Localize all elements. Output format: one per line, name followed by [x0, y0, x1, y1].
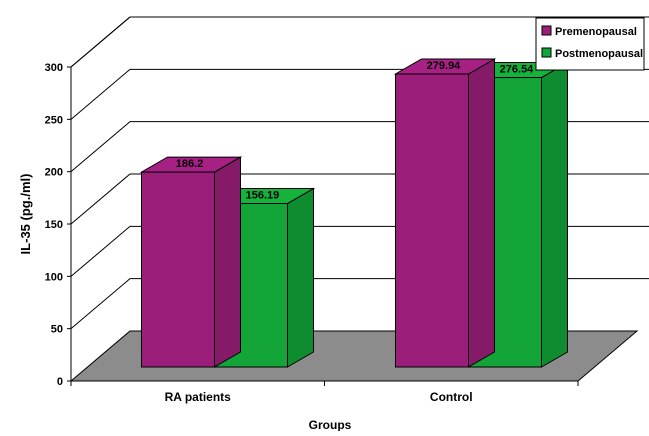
bar-front — [140, 171, 215, 368]
y-tick-label: 300 — [45, 62, 63, 74]
y-axis-label: IL-35 (pg./ml) — [18, 174, 33, 255]
gridlines — [70, 16, 649, 330]
data-labels: 276.54 279.94 156.19 186.2 — [176, 60, 534, 202]
y-tick-label: 200 — [45, 167, 63, 179]
y-tick-label: 100 — [45, 271, 63, 283]
y-tick-label: 50 — [51, 324, 63, 336]
legend: Premenopausal Postmenopausal — [535, 17, 645, 71]
bar — [393, 58, 497, 368]
y-tick-label: 150 — [45, 219, 63, 231]
data-label: 186.2 — [176, 158, 204, 170]
data-label: 279.94 — [427, 60, 462, 72]
bar-side — [540, 61, 568, 368]
legend-box — [535, 17, 645, 71]
bar — [139, 156, 243, 368]
legend-swatch — [541, 25, 552, 36]
bar-side — [286, 187, 314, 368]
legend-label: Postmenopausal — [555, 48, 643, 60]
x-tick-label: RA patients — [165, 390, 232, 404]
data-label: 276.54 — [500, 64, 535, 76]
legend-label: Premenopausal — [555, 26, 637, 38]
data-label: 156.19 — [246, 190, 280, 202]
x-tick-label: Control — [430, 390, 473, 404]
bar-side — [213, 156, 241, 368]
x-axis-label: Groups — [309, 418, 352, 431]
gridline — [70, 16, 649, 68]
y-tick-label: 0 — [57, 376, 63, 388]
legend-swatch — [541, 47, 552, 58]
bar-side — [467, 58, 495, 368]
bars — [139, 58, 570, 368]
y-tick-label: 250 — [45, 114, 63, 126]
axes: 0 50 100 150 200 250 300 RA patients Control — [45, 62, 579, 404]
bar-front — [394, 73, 469, 368]
